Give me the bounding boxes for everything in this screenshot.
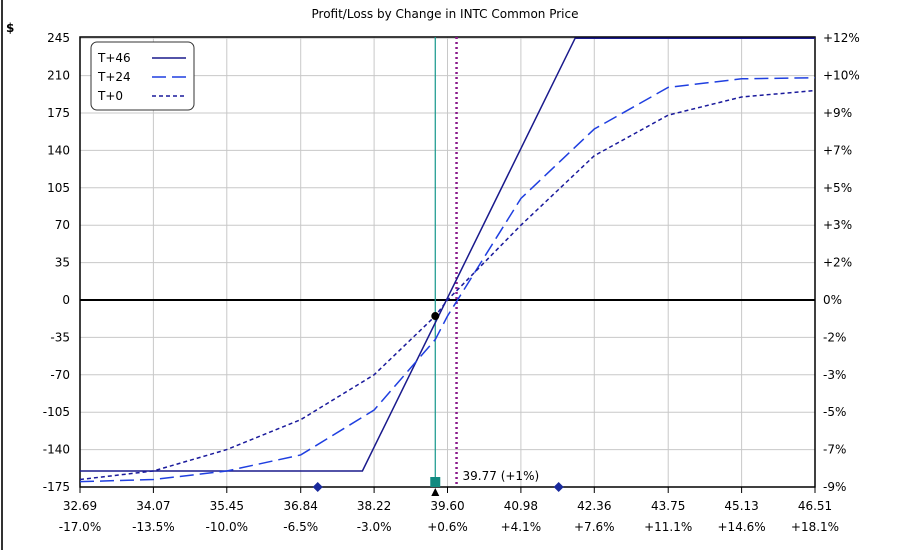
x-pct-tick-label: +0.6% [427,520,468,534]
y-tick-label: 245 [47,31,70,45]
legend-label: T+24 [97,70,131,84]
plot-frame [79,36,816,488]
legend-label: T+0 [97,89,123,103]
y-tick-label: -70 [50,368,70,382]
y-tick-label: 210 [47,69,70,83]
x-tick-label: 39.60 [430,499,464,513]
y-right-tick-label: +3% [823,218,852,232]
x-tick-label: 32.69 [63,499,97,513]
current-price-marker [430,477,441,487]
strike-diamond [553,482,564,492]
y-right-tick-label: -2% [823,330,846,344]
y-tick-label: -105 [43,405,70,419]
x-pct-tick-label: +7.6% [574,520,615,534]
y-right-tick-label: -5% [823,405,846,419]
series-line-T+0 [79,89,816,481]
x-pct-tick-label: +4.1% [501,520,542,534]
current-price-arrow [431,488,440,496]
marker-price-label: 39.77 (+1%) [463,469,540,483]
x-tick-label: 46.51 [798,499,832,513]
x-pct-tick-label: -3.0% [357,520,392,534]
x-tick-label: 35.45 [210,499,244,513]
x-tick-label: 36.84 [284,499,318,513]
y-tick-label: 105 [47,181,70,195]
current-pl-point [431,312,440,321]
y-right-tick-label: +10% [823,69,860,83]
y-tick-label: -175 [43,480,70,494]
y-right-tick-label: -9% [823,480,846,494]
y-right-tick-label: +12% [823,31,860,45]
x-tick-label: 34.07 [136,499,170,513]
y-tick-label: 0 [62,293,70,307]
x-tick-label: 38.22 [357,499,391,513]
x-pct-tick-label: +14.6% [718,520,766,534]
y-tick-label: 140 [47,143,70,157]
y-right-tick-label: +7% [823,143,852,157]
x-pct-tick-label: -6.5% [283,520,318,534]
series-line-T+24 [79,76,816,483]
x-pct-tick-label: -17.0% [59,520,101,534]
y-tick-label: 35 [55,256,70,270]
y-right-tick-label: +2% [823,256,852,270]
x-tick-label: 42.36 [577,499,611,513]
legend-label: T+46 [97,51,131,65]
y-tick-label: 175 [47,106,70,120]
y-right-tick-label: 0% [823,293,842,307]
y-right-tick-label: -3% [823,368,846,382]
x-pct-tick-label: +18.1% [791,520,839,534]
y-tick-label: 70 [55,218,70,232]
y-right-tick-label: +5% [823,181,852,195]
y-right-tick-label: -7% [823,443,846,457]
x-tick-label: 45.13 [724,499,758,513]
x-pct-tick-label: +11.1% [644,520,692,534]
chart-title: Profit/Loss by Change in INTC Common Pri… [312,7,579,21]
strike-diamond [312,482,323,492]
legend-box [90,41,195,111]
x-tick-label: 43.75 [651,499,685,513]
x-pct-tick-label: -13.5% [132,520,174,534]
y-right-tick-label: +9% [823,106,852,120]
y-axis-label: $ [6,21,14,35]
x-pct-tick-label: -10.0% [206,520,248,534]
y-tick-label: -140 [43,443,70,457]
y-tick-label: -35 [50,330,70,344]
x-tick-label: 40.98 [504,499,538,513]
